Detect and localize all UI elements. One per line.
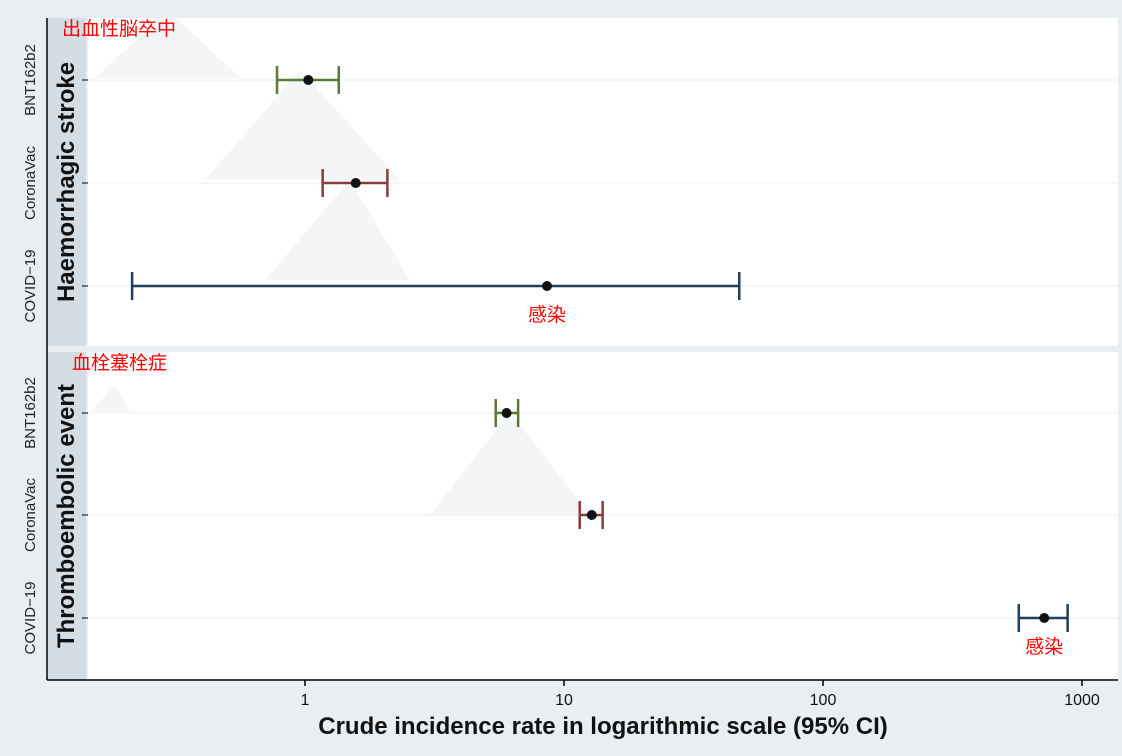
row-label: CoronaVac [22,146,39,220]
point-estimate [1039,613,1050,623]
background-triangle [430,412,590,515]
row-label: BNT162b2 [22,44,39,116]
point-estimate [586,510,597,520]
x-tick-label: 1 [301,692,310,709]
x-axis-title: Crude incidence rate in logarithmic scal… [318,713,888,740]
panel-annotation: 出血性脳卒中 [62,18,176,40]
panel-strip [48,352,86,680]
background-triangle [205,70,400,180]
background-triangle [95,10,240,78]
row-annotation: 感染 [1025,636,1063,658]
background-triangle [265,180,410,280]
x-tick-label: 1000 [1064,692,1100,709]
x-tick-label: 10 [555,692,573,709]
row-label: COVID−19 [22,250,39,323]
point-estimate [501,408,512,418]
row-label: COVID−19 [22,582,39,655]
panel-title: Haemorrhagic stroke [53,62,80,302]
panel-background [88,18,1118,346]
row-annotation: 感染 [528,304,566,326]
x-tick-label: 100 [810,692,837,709]
panel-annotation: 血栓塞栓症 [72,352,167,374]
point-estimate [303,75,314,85]
panel-title: Thromboembolic event [53,384,80,648]
background-triangle [90,385,130,412]
point-estimate [542,281,553,291]
panel-strip [48,18,86,346]
point-estimate [350,178,361,188]
row-label: BNT162b2 [22,377,39,449]
row-label: CoronaVac [22,478,39,552]
